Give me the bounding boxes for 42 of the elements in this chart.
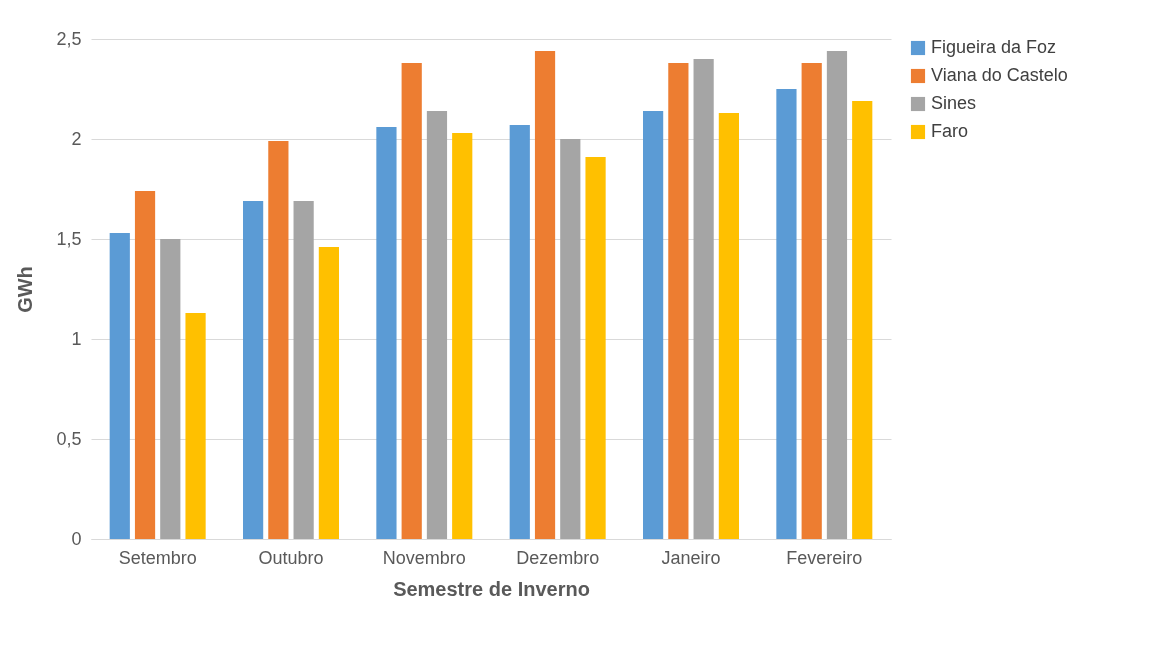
- x-tick-label: Fevereiro: [786, 547, 863, 568]
- bar: [109, 233, 130, 539]
- bar: [534, 51, 556, 539]
- bar: [776, 89, 797, 539]
- x-tick-label: Outubro: [258, 547, 324, 568]
- x-tick-label: Dezembro: [516, 547, 600, 568]
- bar: [426, 111, 448, 539]
- bar: [852, 101, 873, 539]
- bar: [318, 247, 339, 539]
- legend-label: Faro: [931, 121, 969, 141]
- bar: [585, 157, 606, 539]
- x-tick-label: Setembro: [118, 547, 197, 568]
- y-tick-label: 1: [71, 328, 82, 349]
- bar: [509, 125, 530, 539]
- bar: [668, 63, 689, 539]
- bar: [452, 133, 473, 539]
- bar: [243, 201, 264, 539]
- y-tick-label: 0,5: [56, 428, 82, 449]
- x-tick-label: Janeiro: [661, 547, 721, 568]
- y-tick-label: 2: [71, 128, 82, 149]
- bar: [401, 63, 422, 539]
- bar: [268, 141, 289, 539]
- bar: [376, 127, 397, 539]
- bar: [560, 139, 581, 539]
- legend-label: Sines: [931, 93, 977, 113]
- bar: [160, 239, 181, 539]
- legend-label: Viana do Castelo: [931, 65, 1068, 85]
- bar: [826, 51, 848, 539]
- bar: [134, 191, 156, 539]
- legend-label: Figueira da Foz: [931, 37, 1057, 57]
- x-axis-title: Semestre de Inverno: [393, 577, 590, 600]
- y-tick-label: 0: [71, 528, 82, 549]
- bar: [185, 313, 206, 539]
- y-tick-label: 1,5: [56, 228, 82, 249]
- x-tick-label: Novembro: [382, 547, 466, 568]
- y-axis-title: GWh: [14, 266, 37, 313]
- bar: [718, 113, 739, 539]
- bar: [693, 59, 714, 539]
- bar: [293, 201, 314, 539]
- y-tick-label: 2,5: [56, 28, 82, 49]
- bar: [643, 111, 664, 539]
- bar: [801, 63, 822, 539]
